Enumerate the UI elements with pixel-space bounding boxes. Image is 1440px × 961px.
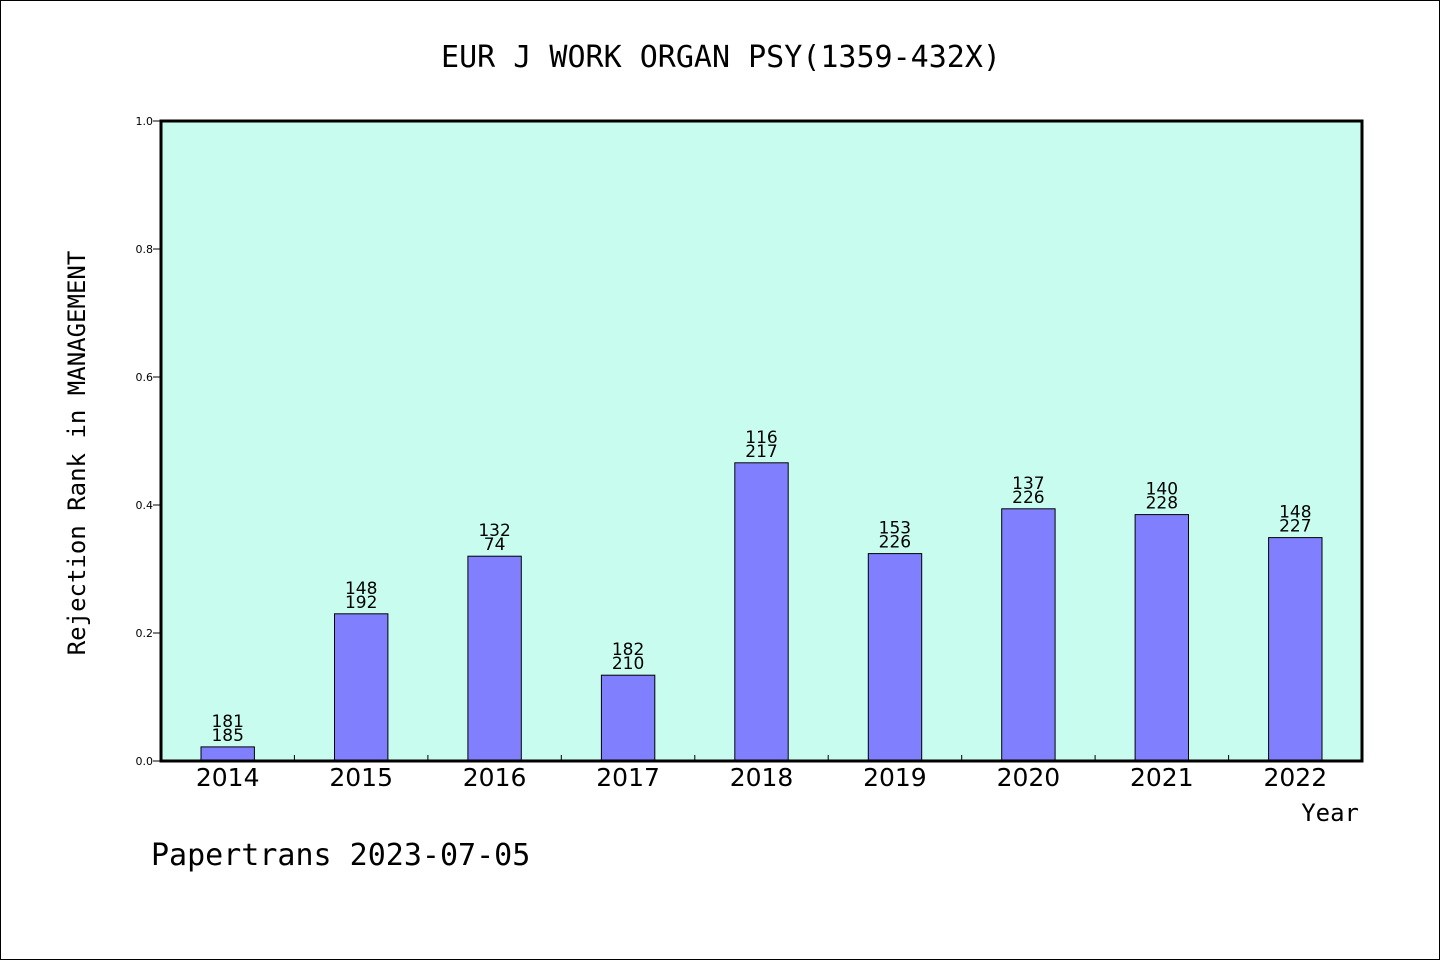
x-tick-label-2022: 2022 xyxy=(1263,763,1327,792)
bar-label-top-2022: 148 xyxy=(1279,503,1311,523)
bar-label-top-2016: 132 xyxy=(478,521,510,541)
bar-label-bottom-2016: 74 xyxy=(484,535,506,555)
bar-2021 xyxy=(1134,514,1189,762)
bar-2015 xyxy=(334,613,389,762)
bar-2017 xyxy=(600,674,656,762)
bar-label-top-2014: 181 xyxy=(211,712,243,732)
x-tick-label-2018: 2018 xyxy=(730,763,794,792)
bar-2022 xyxy=(1268,537,1323,762)
bar-2018 xyxy=(734,462,789,762)
plot-border xyxy=(159,119,1364,763)
bar-label-top-2019: 153 xyxy=(879,519,911,539)
y-axis: 0.0 0.2 0.4 0.6 0.8 1.0 xyxy=(136,115,161,768)
x-tick-label-2020: 2020 xyxy=(997,763,1061,792)
bar-label-bottom-2017: 210 xyxy=(612,654,644,674)
y-tick-label-5: 1.0 xyxy=(136,115,154,128)
bars-group xyxy=(200,462,1323,762)
x-tick-label-2019: 2019 xyxy=(863,763,927,792)
y-tick-label-1: 0.2 xyxy=(136,627,154,640)
x-axis-label: Year xyxy=(1301,799,1359,827)
bar-label-bottom-2015: 192 xyxy=(345,593,377,613)
bar-label-top-2018: 116 xyxy=(745,428,777,448)
x-tick-label-2014: 2014 xyxy=(196,763,260,792)
bar-2016 xyxy=(467,555,522,762)
bar-labels-group: 1811851481921327418221011621715322613722… xyxy=(211,428,1311,746)
y-axis-label: Rejection Rank in MANAGEMENT xyxy=(63,251,91,656)
footer-credit: Papertrans 2023-07-05 xyxy=(151,838,530,873)
bar-2014 xyxy=(200,746,255,762)
x-tick-label-2017: 2017 xyxy=(596,763,660,792)
bar-label-top-2020: 137 xyxy=(1012,474,1044,494)
y-tick-label-0: 0.0 xyxy=(136,755,154,768)
x-tick-label-2015: 2015 xyxy=(329,763,393,792)
x-tick-label-2016: 2016 xyxy=(463,763,527,792)
x-tick-label-2021: 2021 xyxy=(1130,763,1194,792)
y-tick-label-2: 0.4 xyxy=(136,499,154,512)
bar-label-top-2021: 140 xyxy=(1146,480,1178,500)
y-tick-label-3: 0.6 xyxy=(136,371,154,384)
bar-label-top-2017: 182 xyxy=(612,640,644,660)
chart-title: EUR J WORK ORGAN PSY(1359-432X) xyxy=(441,40,1001,75)
bar-label-bottom-2019: 226 xyxy=(879,533,911,553)
bar-label-bottom-2022: 227 xyxy=(1279,517,1311,537)
bar-label-bottom-2014: 185 xyxy=(211,726,243,746)
bar-label-bottom-2021: 228 xyxy=(1146,494,1178,514)
x-axis: 2014 2015 2016 2017 2018 2019 2020 2021 2022 xyxy=(196,755,1327,792)
bar-label-bottom-2020: 226 xyxy=(1012,488,1044,508)
bar-2020 xyxy=(1001,508,1056,762)
y-tick-label-4: 0.8 xyxy=(136,243,154,256)
bar-label-top-2015: 148 xyxy=(345,579,377,599)
bar-2019 xyxy=(867,553,923,762)
bar-label-bottom-2018: 217 xyxy=(745,442,777,462)
